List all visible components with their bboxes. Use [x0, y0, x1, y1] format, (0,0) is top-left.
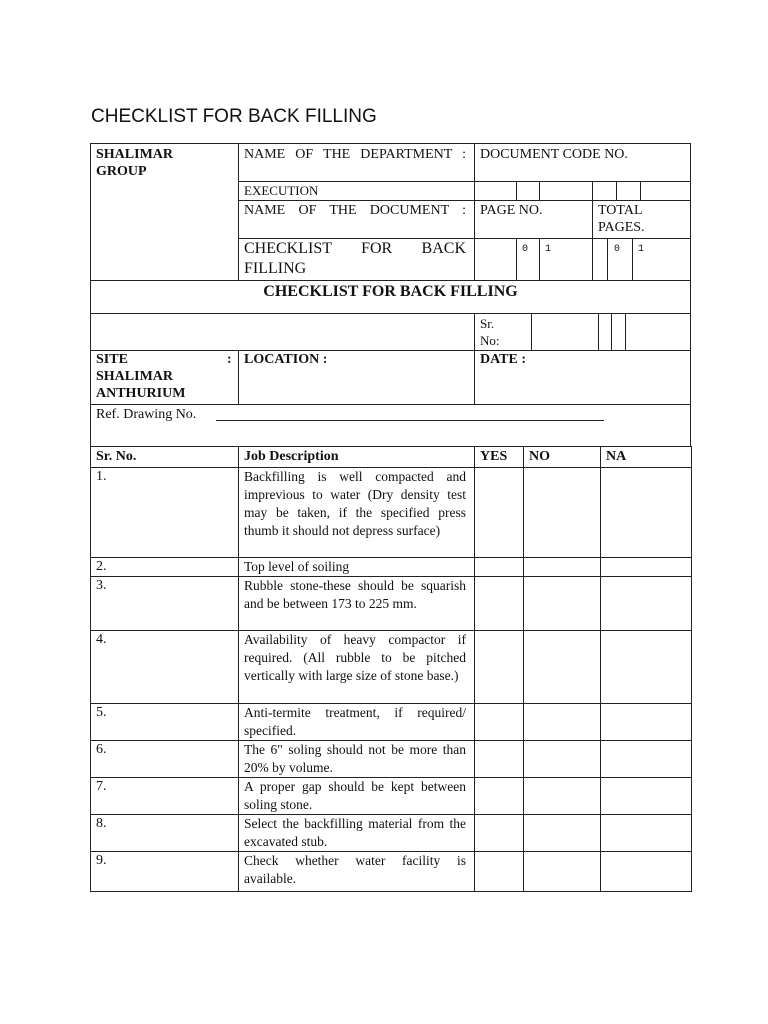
row-description: Top level of soiling — [244, 559, 350, 574]
dept-label: NAME OF THE DEPARTMENT : — [244, 147, 466, 162]
page-digit: 1 — [545, 244, 552, 255]
no-checkbox-cell[interactable] — [523, 630, 601, 704]
ref-drawing-line[interactable] — [216, 420, 604, 421]
no-checkbox-cell[interactable] — [523, 814, 601, 852]
site-label: SITE — [96, 352, 128, 367]
na-checkbox-cell[interactable] — [600, 851, 692, 892]
no-checkbox-cell[interactable] — [523, 851, 601, 892]
row-description: Backfilling is well compacted and imprev… — [244, 469, 466, 538]
na-checkbox-cell[interactable] — [600, 703, 692, 741]
total-digit: 1 — [638, 244, 645, 255]
row-description: Availability of heavy compactor if requi… — [244, 632, 466, 683]
total-box — [592, 238, 608, 281]
page-box — [474, 238, 517, 281]
row-number: 9. — [96, 853, 107, 868]
yes-checkbox-cell[interactable] — [474, 851, 524, 892]
no-checkbox-cell[interactable] — [523, 467, 601, 558]
site-colon: : — [227, 352, 232, 367]
sr-box — [611, 313, 626, 351]
column-header-na: NA — [606, 449, 627, 464]
yes-checkbox-cell[interactable] — [474, 557, 524, 577]
yes-checkbox-cell[interactable] — [474, 630, 524, 704]
column-header-sr-no: Sr. No. — [96, 449, 137, 464]
row-number: 1. — [96, 469, 107, 484]
sr-box — [598, 313, 612, 351]
sr-box — [531, 313, 599, 351]
na-checkbox-cell[interactable] — [600, 576, 692, 631]
yes-checkbox-cell[interactable] — [474, 576, 524, 631]
doc-name-value: CHECKLIST FOR BACK FILLING — [244, 240, 466, 277]
site-value: SHALIMAR ANTHURIUM — [96, 369, 186, 401]
form-title: CHECKLIST FOR BACK FILLING — [263, 283, 518, 300]
column-header-no: NO — [529, 449, 550, 464]
no-checkbox-cell[interactable] — [523, 557, 601, 577]
no-checkbox-cell[interactable] — [523, 703, 601, 741]
doc-code-label: DOCUMENT CODE NO. — [480, 147, 628, 162]
page-no-label: PAGE NO. — [480, 203, 543, 218]
row-number: 7. — [96, 779, 107, 794]
code-box — [474, 181, 517, 201]
row-number: 6. — [96, 742, 107, 757]
date-label: DATE : — [480, 352, 527, 367]
total-pages-label: TOTAL PAGES. — [598, 203, 645, 235]
row-description: Check whether water facility is availabl… — [244, 853, 466, 886]
na-checkbox-cell[interactable] — [600, 557, 692, 577]
code-box — [539, 181, 593, 201]
sr-no-label: Sr. No: — [480, 316, 500, 348]
row-description: Select the backfilling material from the… — [244, 816, 466, 849]
code-box — [616, 181, 641, 201]
na-checkbox-cell[interactable] — [600, 740, 692, 778]
document-title: CHECKLIST FOR BACK FILLING — [91, 106, 377, 127]
code-box — [640, 181, 691, 201]
row-description: Anti-termite treatment, if required/ spe… — [244, 705, 466, 738]
row-description: Rubble stone-these should be squarish an… — [244, 578, 466, 611]
no-checkbox-cell[interactable] — [523, 576, 601, 631]
yes-checkbox-cell[interactable] — [474, 467, 524, 558]
no-checkbox-cell[interactable] — [523, 740, 601, 778]
code-box — [592, 181, 617, 201]
ref-drawing-label: Ref. Drawing No. — [96, 407, 197, 422]
code-box — [516, 181, 540, 201]
na-checkbox-cell[interactable] — [600, 630, 692, 704]
yes-checkbox-cell[interactable] — [474, 814, 524, 852]
row-number: 8. — [96, 816, 107, 831]
na-checkbox-cell[interactable] — [600, 814, 692, 852]
na-checkbox-cell[interactable] — [600, 467, 692, 558]
yes-checkbox-cell[interactable] — [474, 740, 524, 778]
row-number: 4. — [96, 632, 107, 647]
no-checkbox-cell[interactable] — [523, 777, 601, 815]
blank-cell — [90, 313, 475, 351]
company-name: SHALIMAR GROUP — [96, 147, 174, 179]
row-description: A proper gap should be kept between soli… — [244, 779, 466, 812]
yes-checkbox-cell[interactable] — [474, 777, 524, 815]
sr-box — [625, 313, 691, 351]
column-header-yes: YES — [480, 449, 508, 464]
location-label: LOCATION : — [244, 352, 328, 367]
row-number: 2. — [96, 559, 107, 574]
doc-name-label: NAME OF THE DOCUMENT : — [244, 203, 466, 218]
row-number: 5. — [96, 705, 107, 720]
total-digit: 0 — [614, 244, 621, 255]
na-checkbox-cell[interactable] — [600, 777, 692, 815]
page-digit: 0 — [522, 244, 529, 255]
column-header-job-description: Job Description — [244, 449, 339, 464]
dept-value: EXECUTION — [244, 183, 319, 198]
yes-checkbox-cell[interactable] — [474, 703, 524, 741]
row-description: The 6" soling should not be more than 20… — [244, 742, 466, 775]
row-number: 3. — [96, 578, 107, 593]
